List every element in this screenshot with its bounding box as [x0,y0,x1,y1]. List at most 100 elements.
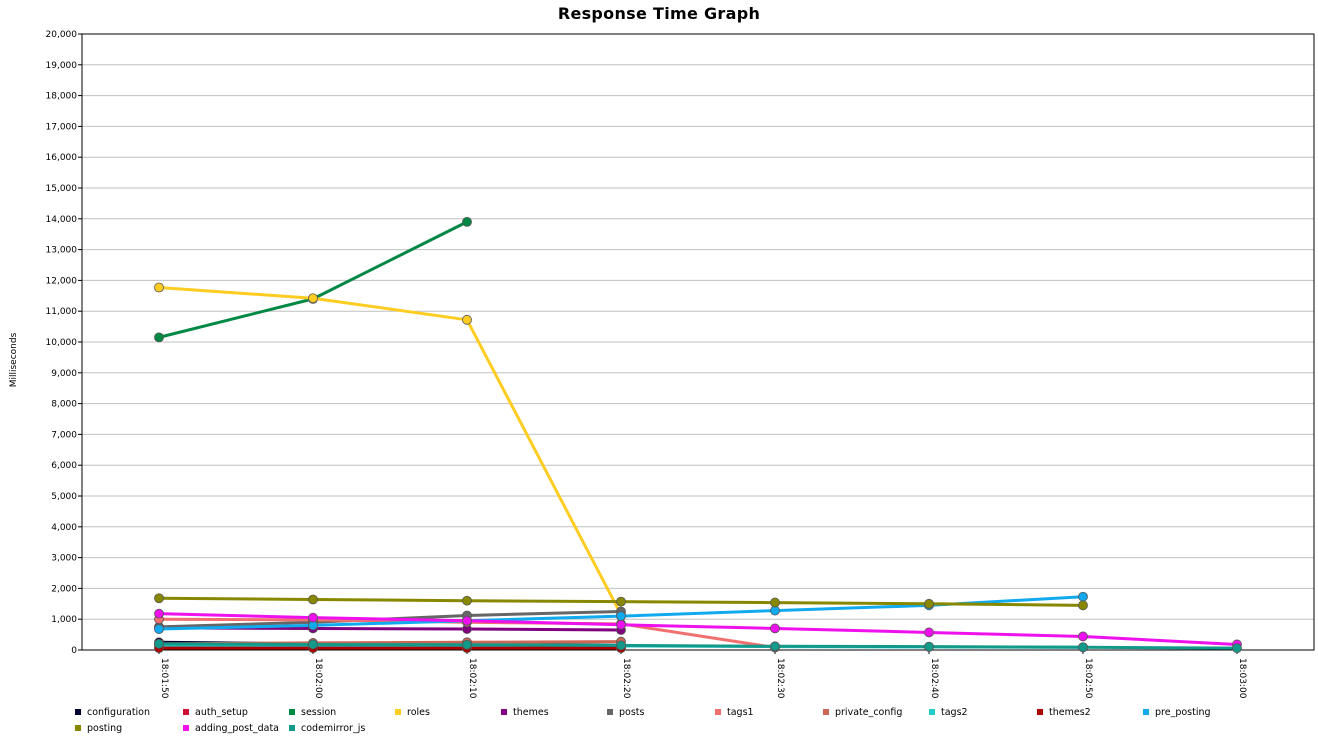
y-tick-label: 17,000 [46,122,78,132]
legend-item: posting [75,722,122,736]
y-tick-label: 10,000 [46,338,78,348]
data-point[interactable] [771,598,780,607]
legend-item: themes2 [1037,706,1091,720]
y-tick-label: 6,000 [51,461,77,471]
data-point[interactable] [155,625,164,634]
x-tick-label: 18:02:10 [467,658,477,699]
legend-item: tags2 [929,706,968,720]
y-tick-label: 3,000 [51,554,77,564]
data-point[interactable] [463,596,472,605]
data-point[interactable] [617,612,626,621]
legend-swatch [823,709,829,715]
y-tick-label: 5,000 [51,492,77,502]
data-point[interactable] [771,642,780,651]
data-point[interactable] [155,283,164,292]
data-point[interactable] [309,595,318,604]
data-point[interactable] [463,315,472,324]
legend-swatch [929,709,935,715]
legend-label: roles [407,707,430,718]
data-point[interactable] [771,624,780,633]
legend-item: posts [607,706,644,720]
data-point[interactable] [617,597,626,606]
legend-label: session [301,707,336,718]
y-tick-label: 9,000 [51,369,77,379]
data-point[interactable] [309,640,318,649]
data-point[interactable] [1079,601,1088,610]
data-point[interactable] [925,628,934,637]
x-tick-label: 18:02:20 [621,658,631,699]
legend-item: private_config [823,706,902,720]
legend-item: roles [395,706,430,720]
legend-swatch [715,709,721,715]
data-point[interactable] [309,294,318,303]
legend-item: adding_post_data [183,722,279,736]
series-roles [155,283,626,619]
legend-swatch [289,725,295,731]
x-tick-label: 18:02:30 [775,658,785,699]
legend-label: themes [513,707,549,718]
legend-label: themes2 [1049,707,1091,718]
data-point[interactable] [463,640,472,649]
gridlines [82,65,1314,619]
legend-label: tags1 [727,707,754,718]
legend-item: pre_posting [1143,706,1211,720]
y-tick-label: 4,000 [51,523,77,533]
series-session [155,217,472,342]
data-point[interactable] [155,639,164,648]
y-tick-label: 19,000 [46,61,78,71]
y-tick-label: 20,000 [46,30,78,40]
x-tick-label: 18:02:50 [1083,658,1093,699]
legend-label: private_config [835,707,902,718]
data-point[interactable] [1079,632,1088,641]
data-point[interactable] [1079,592,1088,601]
legend-label: posts [619,707,644,718]
x-axis: 18:01:50 18:02:00 18:02:10 18:02:20 18:02:30… [159,650,1247,699]
legend-label: configuration [87,707,150,718]
data-point[interactable] [1233,644,1242,653]
data-point[interactable] [155,333,164,342]
legend-item: tags1 [715,706,754,720]
y-tick-label: 8,000 [51,400,77,410]
x-tick-label: 18:02:40 [929,658,939,699]
legend-swatch [183,709,189,715]
data-point[interactable] [1079,643,1088,652]
data-point[interactable] [617,620,626,629]
data-point[interactable] [617,641,626,650]
y-tick-label: 14,000 [46,215,78,225]
legend-label: auth_setup [195,707,248,718]
data-point[interactable] [155,594,164,603]
data-point[interactable] [925,642,934,651]
data-point[interactable] [309,613,318,622]
legend-swatch [75,725,81,731]
legend-swatch [183,725,189,731]
legend-label: codemirror_js [301,723,365,734]
legend-swatch [501,709,507,715]
legend-item: auth_setup [183,706,248,720]
legend-label: posting [87,723,122,734]
y-tick-label: 1,000 [51,615,77,625]
y-tick-label: 12,000 [46,276,78,286]
y-tick-label: 13,000 [46,246,78,256]
series-lines [155,217,1242,652]
data-point[interactable] [155,609,164,618]
series-line [159,287,621,614]
y-tick-label: 11,000 [46,307,78,317]
legend-swatch [607,709,613,715]
legend-swatch [1037,709,1043,715]
y-tick-label: 2,000 [51,584,77,594]
data-point[interactable] [925,599,934,608]
legend-swatch [289,709,295,715]
legend-swatch [395,709,401,715]
y-tick-label: 16,000 [46,153,78,163]
legend-label: adding_post_data [195,723,279,734]
legend-item: session [289,706,336,720]
data-point[interactable] [463,217,472,226]
legend-label: tags2 [941,707,968,718]
legend-swatch [75,709,81,715]
line-chart: 0 1,000 2,000 3,000 4,000 5,000 6,000 7,000 8,00… [0,0,1318,700]
x-tick-label: 18:03:00 [1237,658,1247,699]
data-point[interactable] [463,616,472,625]
x-tick-label: 18:02:00 [313,658,323,699]
legend-item: configuration [75,706,150,720]
legend-label: pre_posting [1155,707,1211,718]
